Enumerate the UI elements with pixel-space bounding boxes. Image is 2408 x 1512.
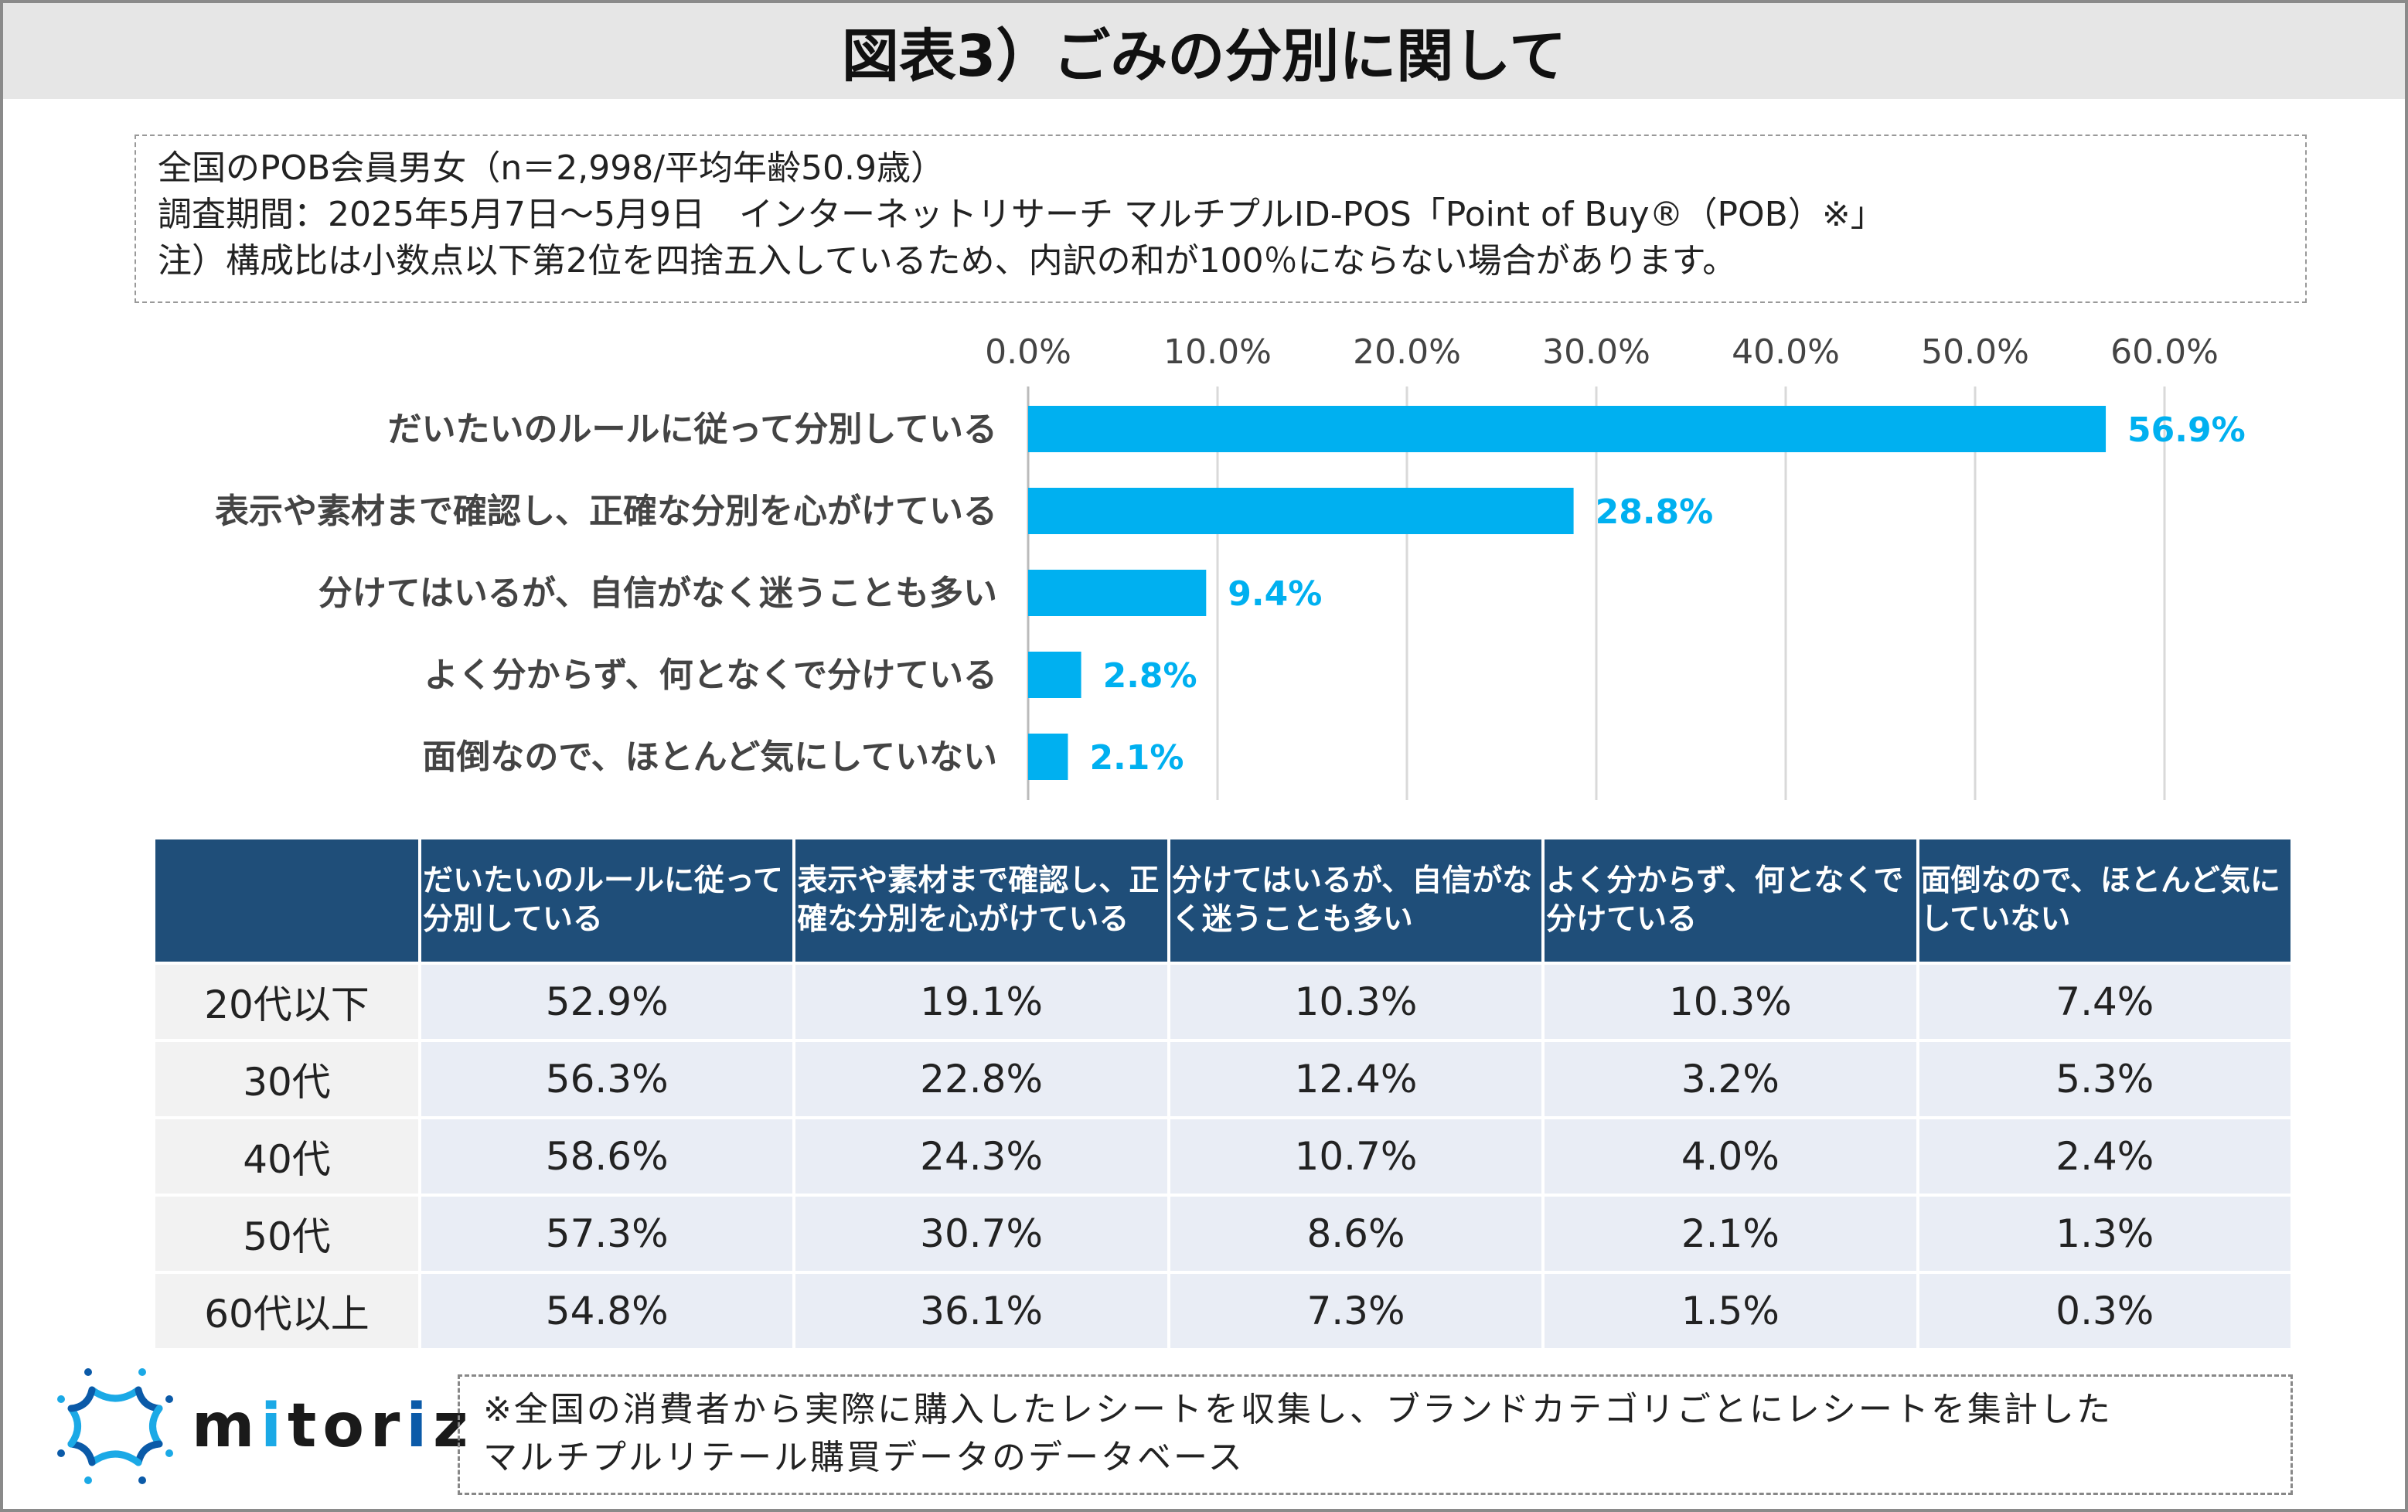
x-tick-label: 60.0% (2110, 332, 2219, 372)
table-row: 40代 58.6% 24.3% 10.7% 4.0% 2.4% (155, 1119, 2290, 1194)
row-label: 20代以下 (155, 965, 418, 1039)
data-table: だいたいのルールに従って分別している 表示や素材まで確認し、正確な分別を心がけてい… (152, 836, 2294, 1351)
data-label: 9.4% (1228, 574, 1322, 614)
table-cell: 57.3% (421, 1197, 793, 1271)
table-cell: 12.4% (1170, 1042, 1542, 1116)
data-label: 2.8% (1103, 656, 1197, 696)
table-cell: 1.5% (1545, 1274, 1916, 1348)
table-cell: 7.3% (1170, 1274, 1542, 1348)
bar-chart: 0.0% 10.0% 20.0% 30.0% 40.0% 50.0% 60.0% だいたいのル… (215, 332, 2246, 800)
column-header (155, 839, 418, 962)
table-cell: 0.3% (1919, 1274, 2290, 1348)
table-cell: 7.4% (1919, 965, 2290, 1039)
page-title: 図表3）ごみの分別に関して (841, 22, 1567, 90)
column-header: だいたいのルールに従って分別している (421, 839, 793, 962)
table-row: 50代 57.3% 30.7% 8.6% 2.1% 1.3% (155, 1197, 2290, 1271)
data-label: 2.1% (1089, 738, 1184, 778)
x-tick-label: 30.0% (1542, 332, 1650, 372)
category-label: 分けてはいるが、自信がなく迷うことも多い (318, 574, 997, 613)
survey-info-box: 全国のPOB会員男女（n＝2,998/平均年齢50.9歳） 調査期間：2025年… (135, 135, 2307, 303)
table-cell: 8.6% (1170, 1197, 1542, 1271)
logo-mark-icon (57, 1368, 173, 1484)
column-header: 面倒なので、ほとんど気にしていない (1919, 839, 2290, 962)
table-row: 30代 56.3% 22.8% 12.4% 3.2% 5.3% (155, 1042, 2290, 1116)
column-header: よく分からず、何となくで分けている (1545, 839, 1916, 962)
bar (1028, 570, 1207, 616)
x-tick-label: 40.0% (1732, 332, 1840, 372)
table-cell: 4.0% (1545, 1119, 1916, 1194)
x-tick-label: 0.0% (985, 332, 1071, 372)
bar (1028, 488, 1574, 534)
table-header-row: だいたいのルールに従って分別している 表示や素材まで確認し、正確な分別を心がけてい… (155, 839, 2290, 962)
category-label: 表示や素材まで確認し、正確な分別を心がけている (215, 492, 997, 531)
table-cell: 30.7% (795, 1197, 1167, 1271)
info-line: 調査期間：2025年5月7日～5月9日 インターネットリサーチ マルチプルID-… (158, 195, 1885, 234)
bar (1028, 406, 2107, 452)
column-header: 分けてはいるが、自信がなく迷うことも多い (1170, 839, 1542, 962)
footnote-line: マルチプルリテール購買データのデータベース (483, 1438, 1245, 1477)
table-cell: 3.2% (1545, 1042, 1916, 1116)
table-row: 60代以上 54.8% 36.1% 7.3% 1.5% 0.3% (155, 1274, 2290, 1348)
table-cell: 2.4% (1919, 1119, 2290, 1194)
info-line: 注）構成比は小数点以下第2位を四捨五入しているため、内訳の和が100％にならない… (158, 241, 1737, 281)
info-line: 全国のPOB会員男女（n＝2,998/平均年齢50.9歳） (158, 148, 945, 188)
bar (1028, 652, 1081, 698)
table-cell: 10.3% (1170, 965, 1542, 1039)
table-cell: 24.3% (795, 1119, 1167, 1194)
table-cell: 2.1% (1545, 1197, 1916, 1271)
bar (1028, 734, 1068, 780)
table-cell: 1.3% (1919, 1197, 2290, 1271)
column-header: 表示や素材まで確認し、正確な分別を心がけている (795, 839, 1167, 962)
x-tick-label: 10.0% (1163, 332, 1272, 372)
category-label: よく分からず、何となくで分けている (424, 656, 997, 695)
logo-text: mitoriz (192, 1391, 475, 1461)
data-label: 28.8% (1596, 492, 1714, 532)
category-label: 面倒なので、ほとんど気にしていない (422, 737, 997, 777)
footnote-box: ※全国の消費者から実際に購入したレシートを収集し、ブランドカテゴリごとにレシート… (458, 1374, 2293, 1495)
mitoriz-logo: mitoriz (57, 1368, 475, 1484)
table-cell: 56.3% (421, 1042, 793, 1116)
row-label: 30代 (155, 1042, 418, 1116)
table-cell: 22.8% (795, 1042, 1167, 1116)
table-row: 20代以下 52.9% 19.1% 10.3% 10.3% 7.4% (155, 965, 2290, 1039)
row-label: 50代 (155, 1197, 418, 1271)
table-cell: 10.3% (1545, 965, 1916, 1039)
table-cell: 19.1% (795, 965, 1167, 1039)
x-tick-label: 50.0% (1921, 332, 2029, 372)
table-cell: 58.6% (421, 1119, 793, 1194)
table-cell: 54.8% (421, 1274, 793, 1348)
data-label: 56.9% (2127, 410, 2246, 450)
table-cell: 10.7% (1170, 1119, 1542, 1194)
row-label: 60代以上 (155, 1274, 418, 1348)
title-band: 図表3）ごみの分別に関して (3, 3, 2405, 99)
table-cell: 5.3% (1919, 1042, 2290, 1116)
x-tick-label: 20.0% (1353, 332, 1461, 372)
footnote-line: ※全国の消費者から実際に購入したレシートを収集し、ブランドカテゴリごとにレシート… (483, 1390, 2113, 1429)
category-label: だいたいのルールに従って分別している (388, 410, 997, 449)
table-cell: 52.9% (421, 965, 793, 1039)
table-cell: 36.1% (795, 1274, 1167, 1348)
row-label: 40代 (155, 1119, 418, 1194)
